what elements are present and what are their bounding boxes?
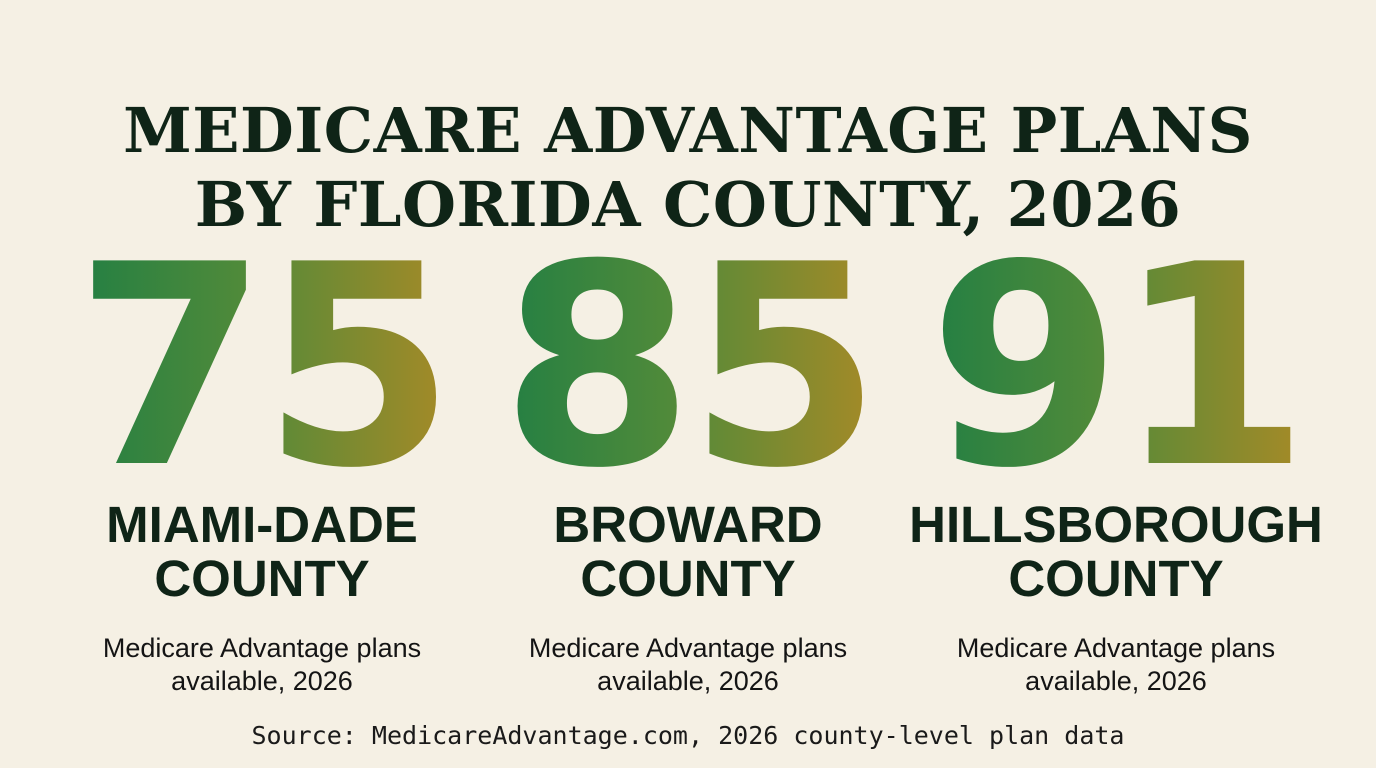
stat-caption: Medicare Advantage plans available, 2026 (896, 632, 1336, 698)
stat-caption: Medicare Advantage plans available, 2026 (468, 632, 908, 698)
headline-line-1: MEDICARE ADVANTAGE PLANS (123, 93, 1253, 167)
stat-hillsborough: 91 HILLSBOROUGH COUNTY Medicare Advantag… (896, 228, 1336, 698)
stat-caption-line-2: available, 2026 (597, 666, 779, 696)
county-name-line-2: COUNTY (154, 550, 370, 607)
stat-caption: Medicare Advantage plans available, 2026 (42, 632, 482, 698)
stat-value: 75 (42, 228, 482, 506)
stat-caption-line-1: Medicare Advantage plans (102, 633, 422, 663)
county-name-line-2: COUNTY (580, 550, 796, 607)
headline-line-2: BY FLORIDA COUNTY, 2026 (194, 167, 1182, 241)
stat-caption-line-1: Medicare Advantage plans (528, 633, 848, 663)
county-name: HILLSBOROUGH COUNTY (896, 498, 1336, 606)
headline: MEDICARE ADVANTAGE PLANS BY FLORIDA COUN… (0, 94, 1376, 242)
stat-value: 85 (468, 228, 908, 506)
county-name-line-1: BROWARD (553, 496, 823, 553)
county-name: MIAMI-DADE COUNTY (42, 498, 482, 606)
stat-broward: 85 BROWARD COUNTY Medicare Advantage pla… (468, 228, 908, 698)
stat-caption-line-1: Medicare Advantage plans (956, 633, 1276, 663)
county-name-line-1: HILLSBOROUGH (909, 496, 1323, 553)
county-name-line-1: MIAMI-DADE (106, 496, 418, 553)
stat-miami-dade: 75 MIAMI-DADE COUNTY Medicare Advantage … (42, 228, 482, 698)
county-name-line-2: COUNTY (1008, 550, 1224, 607)
source-note: Source: MedicareAdvantage.com, 2026 coun… (251, 721, 1125, 750)
stat-caption-line-2: available, 2026 (171, 666, 353, 696)
stat-caption-line-2: available, 2026 (1025, 666, 1207, 696)
county-name: BROWARD COUNTY (468, 498, 908, 606)
stat-value: 91 (896, 228, 1336, 506)
